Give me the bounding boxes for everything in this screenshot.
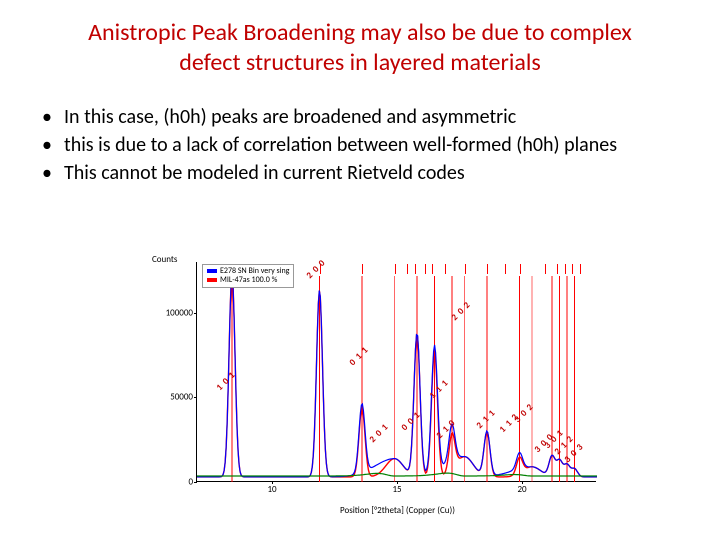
hkl-tick bbox=[362, 264, 363, 274]
y-axis-label: Counts bbox=[152, 254, 177, 265]
legend-label: MIL-47as 100.0 % bbox=[220, 276, 277, 285]
y-tick-label: 50000 bbox=[157, 392, 193, 403]
hkl-tick bbox=[557, 264, 558, 274]
hkl-tick bbox=[465, 264, 466, 274]
plot-area: 0500001000001015201 0 12 0 00 1 12 0 10 … bbox=[196, 262, 596, 482]
hkl-tick bbox=[520, 264, 521, 274]
legend-swatch-calc bbox=[207, 278, 217, 282]
legend-swatch-data bbox=[207, 269, 217, 273]
hkl-tick bbox=[432, 264, 433, 274]
x-tick-label: 10 bbox=[267, 484, 276, 495]
x-tick-label: 15 bbox=[392, 484, 401, 495]
y-tick-label: 100000 bbox=[157, 307, 193, 318]
hkl-tick bbox=[487, 264, 488, 274]
hkl-tick bbox=[545, 264, 546, 274]
diff-trace bbox=[197, 473, 597, 476]
bullet-item: this is due to a lack of correlation bet… bbox=[36, 132, 684, 158]
hkl-tick bbox=[572, 264, 573, 274]
hkl-tick bbox=[445, 264, 446, 274]
x-tick-label: 20 bbox=[517, 484, 526, 495]
bullet-item: This cannot be modeled in current Rietve… bbox=[36, 160, 684, 186]
hkl-tick bbox=[580, 264, 581, 274]
hkl-tick bbox=[407, 264, 408, 274]
hkl-tick bbox=[565, 264, 566, 274]
bullet-item: In this case, (h0h) peaks are broadened … bbox=[36, 104, 684, 130]
x-axis-label: Position [°2theta] (Copper (Cu)) bbox=[340, 505, 455, 516]
y-tick-label: 0 bbox=[157, 477, 193, 488]
bullet-list: In this case, (h0h) peaks are broadened … bbox=[0, 84, 720, 194]
hkl-tick bbox=[425, 264, 426, 274]
hkl-tick bbox=[395, 264, 396, 274]
hkl-tick bbox=[415, 264, 416, 274]
xrd-chart: Counts Position [°2theta] (Copper (Cu)) … bbox=[140, 258, 620, 518]
page-title: Anistropic Peak Broadening may also be d… bbox=[0, 0, 720, 84]
hkl-tick bbox=[505, 264, 506, 274]
chart-legend: E278 SN Bin very sing MIL-47as 100.0 % bbox=[202, 264, 294, 288]
